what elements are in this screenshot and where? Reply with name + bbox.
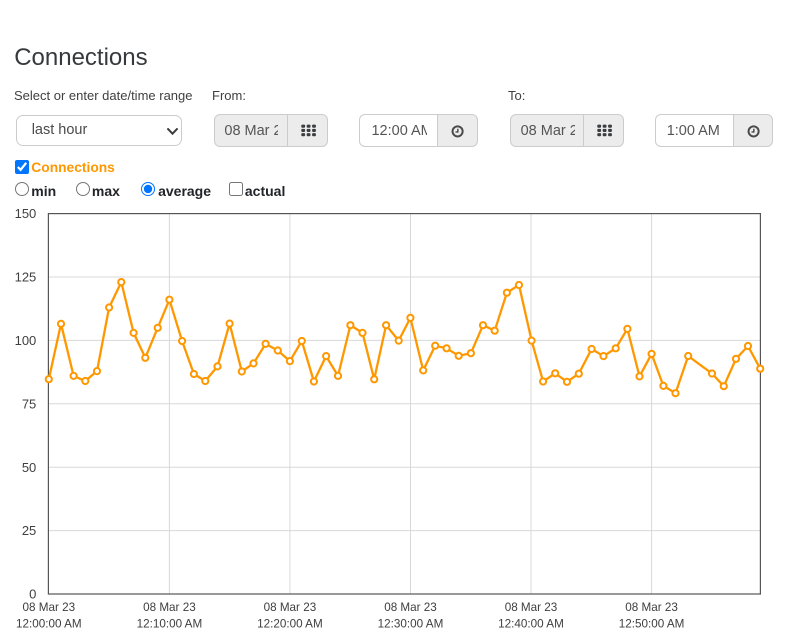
svg-text:08 Mar 23: 08 Mar 23	[384, 601, 437, 614]
svg-text:08 Mar 23: 08 Mar 23	[22, 601, 75, 614]
svg-text:12:10:00 AM: 12:10:00 AM	[137, 618, 203, 631]
svg-text:12:40:00 AM: 12:40:00 AM	[498, 618, 564, 631]
svg-text:150: 150	[15, 206, 37, 221]
svg-text:08 Mar 23: 08 Mar 23	[505, 601, 558, 614]
svg-text:08 Mar 23: 08 Mar 23	[143, 601, 196, 614]
svg-text:0: 0	[29, 587, 36, 602]
svg-text:125: 125	[15, 270, 37, 285]
svg-text:50: 50	[22, 460, 36, 475]
svg-text:12:00:00 AM: 12:00:00 AM	[16, 618, 82, 631]
svg-text:08 Mar 23: 08 Mar 23	[264, 601, 317, 614]
svg-text:100: 100	[15, 333, 37, 348]
svg-text:08 Mar 23: 08 Mar 23	[625, 601, 678, 614]
svg-text:12:30:00 AM: 12:30:00 AM	[378, 618, 444, 631]
svg-text:25: 25	[22, 523, 36, 538]
svg-text:12:50:00 AM: 12:50:00 AM	[619, 618, 685, 631]
svg-text:12:20:00 AM: 12:20:00 AM	[257, 618, 323, 631]
svg-text:75: 75	[22, 396, 36, 411]
